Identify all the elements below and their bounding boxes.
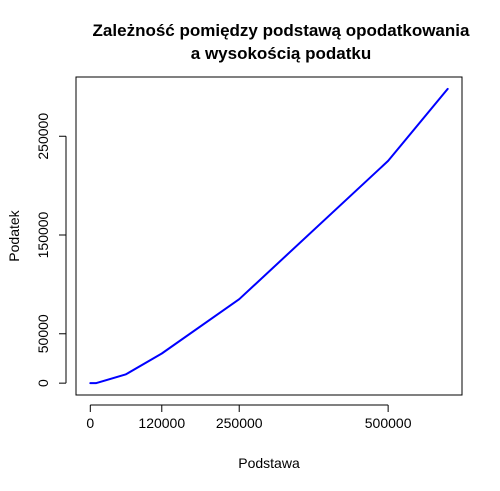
- series-line: [89, 87, 449, 385]
- x-axis-label: Podstawa: [238, 455, 300, 471]
- y-tick-label: 50000: [35, 314, 51, 353]
- y-tick-label: 150000: [35, 211, 51, 258]
- chart-title-line-2: a wysokością podatku: [191, 44, 371, 63]
- y-axis-label: Podatek: [6, 209, 22, 261]
- y-tick-label: 0: [35, 379, 51, 387]
- chart-title-line-1: Zależność pomiędzy podstawą opodatkowani…: [93, 21, 470, 40]
- series-layer: [89, 87, 449, 385]
- plot-area-frame: [75, 76, 463, 396]
- x-axis: 0 120000 250000 500000: [86, 404, 412, 431]
- y-axis: 0 50000 150000 250000: [35, 113, 67, 387]
- x-tick-label: 120000: [138, 415, 185, 431]
- x-tick-label: 0: [86, 415, 94, 431]
- x-tick-label: 250000: [216, 415, 263, 431]
- x-tick-label: 500000: [365, 415, 412, 431]
- y-tick-label: 250000: [35, 113, 51, 160]
